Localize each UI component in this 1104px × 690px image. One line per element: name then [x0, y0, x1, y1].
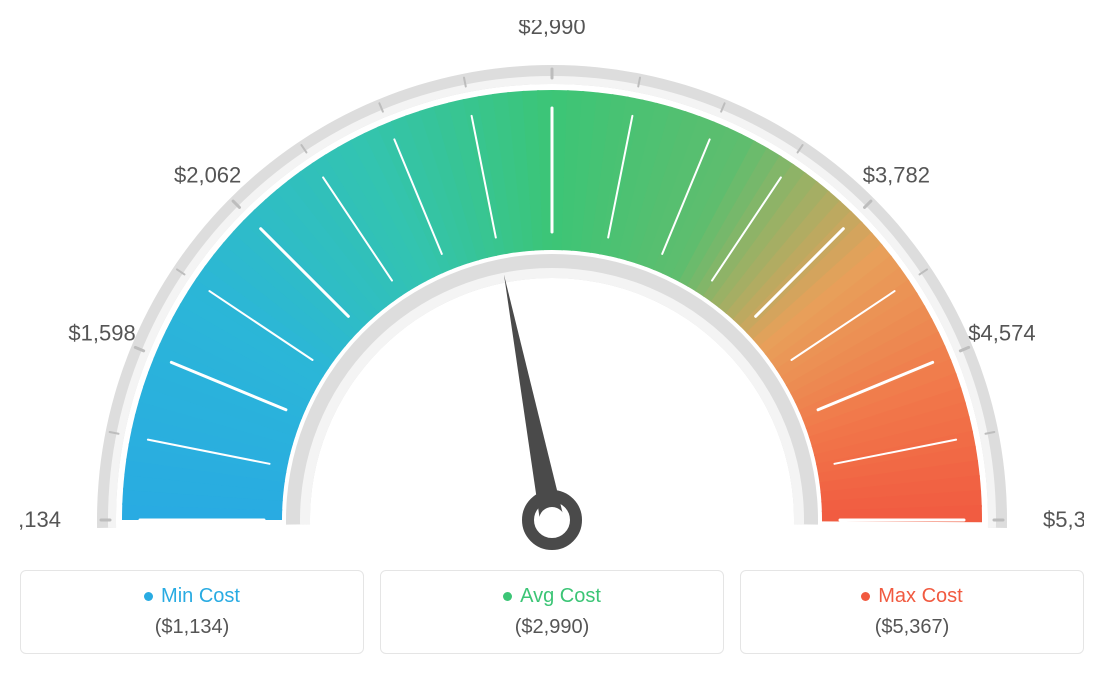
legend-row: Min Cost ($1,134) Avg Cost ($2,990) Max …	[20, 570, 1084, 654]
legend-value-avg: ($2,990)	[391, 616, 713, 639]
gauge-area: $1,134 $1,598 $2,062 $2,990 $3,782 $4,574 $5,3…	[20, 20, 1084, 560]
legend-max: Max Cost ($5,367)	[740, 570, 1084, 654]
legend-avg: Avg Cost ($2,990)	[380, 570, 724, 654]
cost-gauge-chart: $1,134 $1,598 $2,062 $2,990 $3,782 $4,574 $5,3…	[20, 20, 1084, 654]
legend-label-min: Min Cost	[161, 585, 240, 608]
legend-value-max: ($5,367)	[751, 616, 1073, 639]
legend-label-avg: Avg Cost	[520, 585, 601, 608]
gauge-tick-label: $1,134	[20, 507, 61, 532]
legend-dot-min	[144, 592, 153, 601]
gauge-tick-label: $2,990	[518, 20, 585, 39]
gauge-tick-label: $5,367	[1043, 507, 1084, 532]
legend-min: Min Cost ($1,134)	[20, 570, 364, 654]
legend-dot-avg	[503, 592, 512, 601]
legend-label-max: Max Cost	[878, 585, 962, 608]
gauge-svg: $1,134 $1,598 $2,062 $2,990 $3,782 $4,574 $5,3…	[20, 20, 1084, 560]
gauge-tick-label: $3,782	[863, 163, 930, 188]
gauge-tick-label: $4,574	[968, 321, 1035, 346]
legend-dot-max	[861, 592, 870, 601]
gauge-tick-label: $1,598	[68, 321, 135, 346]
legend-value-min: ($1,134)	[31, 616, 353, 639]
gauge-tick-label: $2,062	[174, 163, 241, 188]
